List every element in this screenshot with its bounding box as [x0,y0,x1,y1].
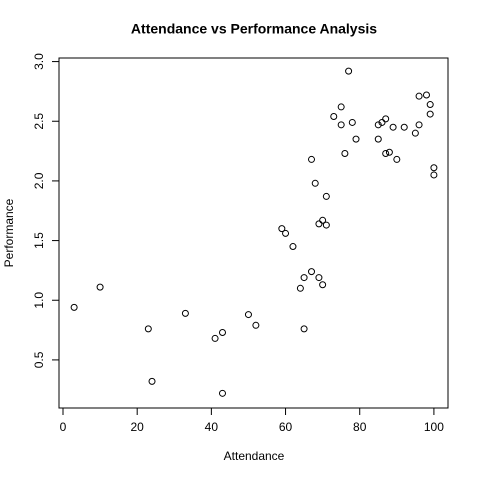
point [382,149,390,157]
point [282,229,290,237]
point [319,281,327,289]
point [315,274,323,282]
chart-title: Attendance vs Performance Analysis [131,21,377,37]
plot-box [58,57,449,409]
x-axis-label: Attendance [224,449,285,463]
y-tick-label: 2.0 [32,172,46,189]
point [430,171,438,179]
point [211,334,219,342]
point [374,121,382,129]
point [308,268,316,276]
point [322,192,330,200]
point [148,377,156,385]
point [378,118,386,126]
point [382,115,390,123]
point [300,274,308,282]
y-tick-label: 2.5 [32,113,46,130]
point [348,118,356,126]
y-axis-label: Performance [2,198,16,267]
x-tick-label: 0 [60,420,67,434]
point [300,325,308,333]
point [218,328,226,336]
point [389,123,397,131]
x-tick-label: 80 [353,420,367,434]
point [374,135,382,143]
point [319,216,327,224]
point [337,103,345,111]
point [330,112,338,120]
y-tick-label: 1.0 [32,292,46,309]
point [311,179,319,187]
point [415,92,423,100]
x-tick-label: 20 [131,420,145,434]
x-tick-label: 40 [205,420,219,434]
point [411,129,419,137]
point [422,91,430,99]
y-tick-label: 3.0 [32,53,46,70]
point [426,101,434,109]
point [352,135,360,143]
point [252,321,260,329]
point [426,110,434,118]
point [70,303,78,311]
point [96,283,104,291]
point [244,311,252,319]
point [430,164,438,172]
point [278,225,286,233]
point [385,148,393,156]
point [337,121,345,129]
point [322,221,330,229]
point [415,121,423,129]
point [181,309,189,317]
point [345,67,353,75]
point [144,325,152,333]
point [289,243,297,251]
y-tick-label: 0.5 [32,351,46,368]
y-tick-label: 1.5 [32,232,46,249]
x-tick-label: 60 [279,420,293,434]
x-tick-label: 100 [424,420,444,434]
point [315,220,323,228]
point [308,155,316,163]
point [393,155,401,163]
point [400,123,408,131]
point [296,284,304,292]
point [218,389,226,397]
point [341,149,349,157]
